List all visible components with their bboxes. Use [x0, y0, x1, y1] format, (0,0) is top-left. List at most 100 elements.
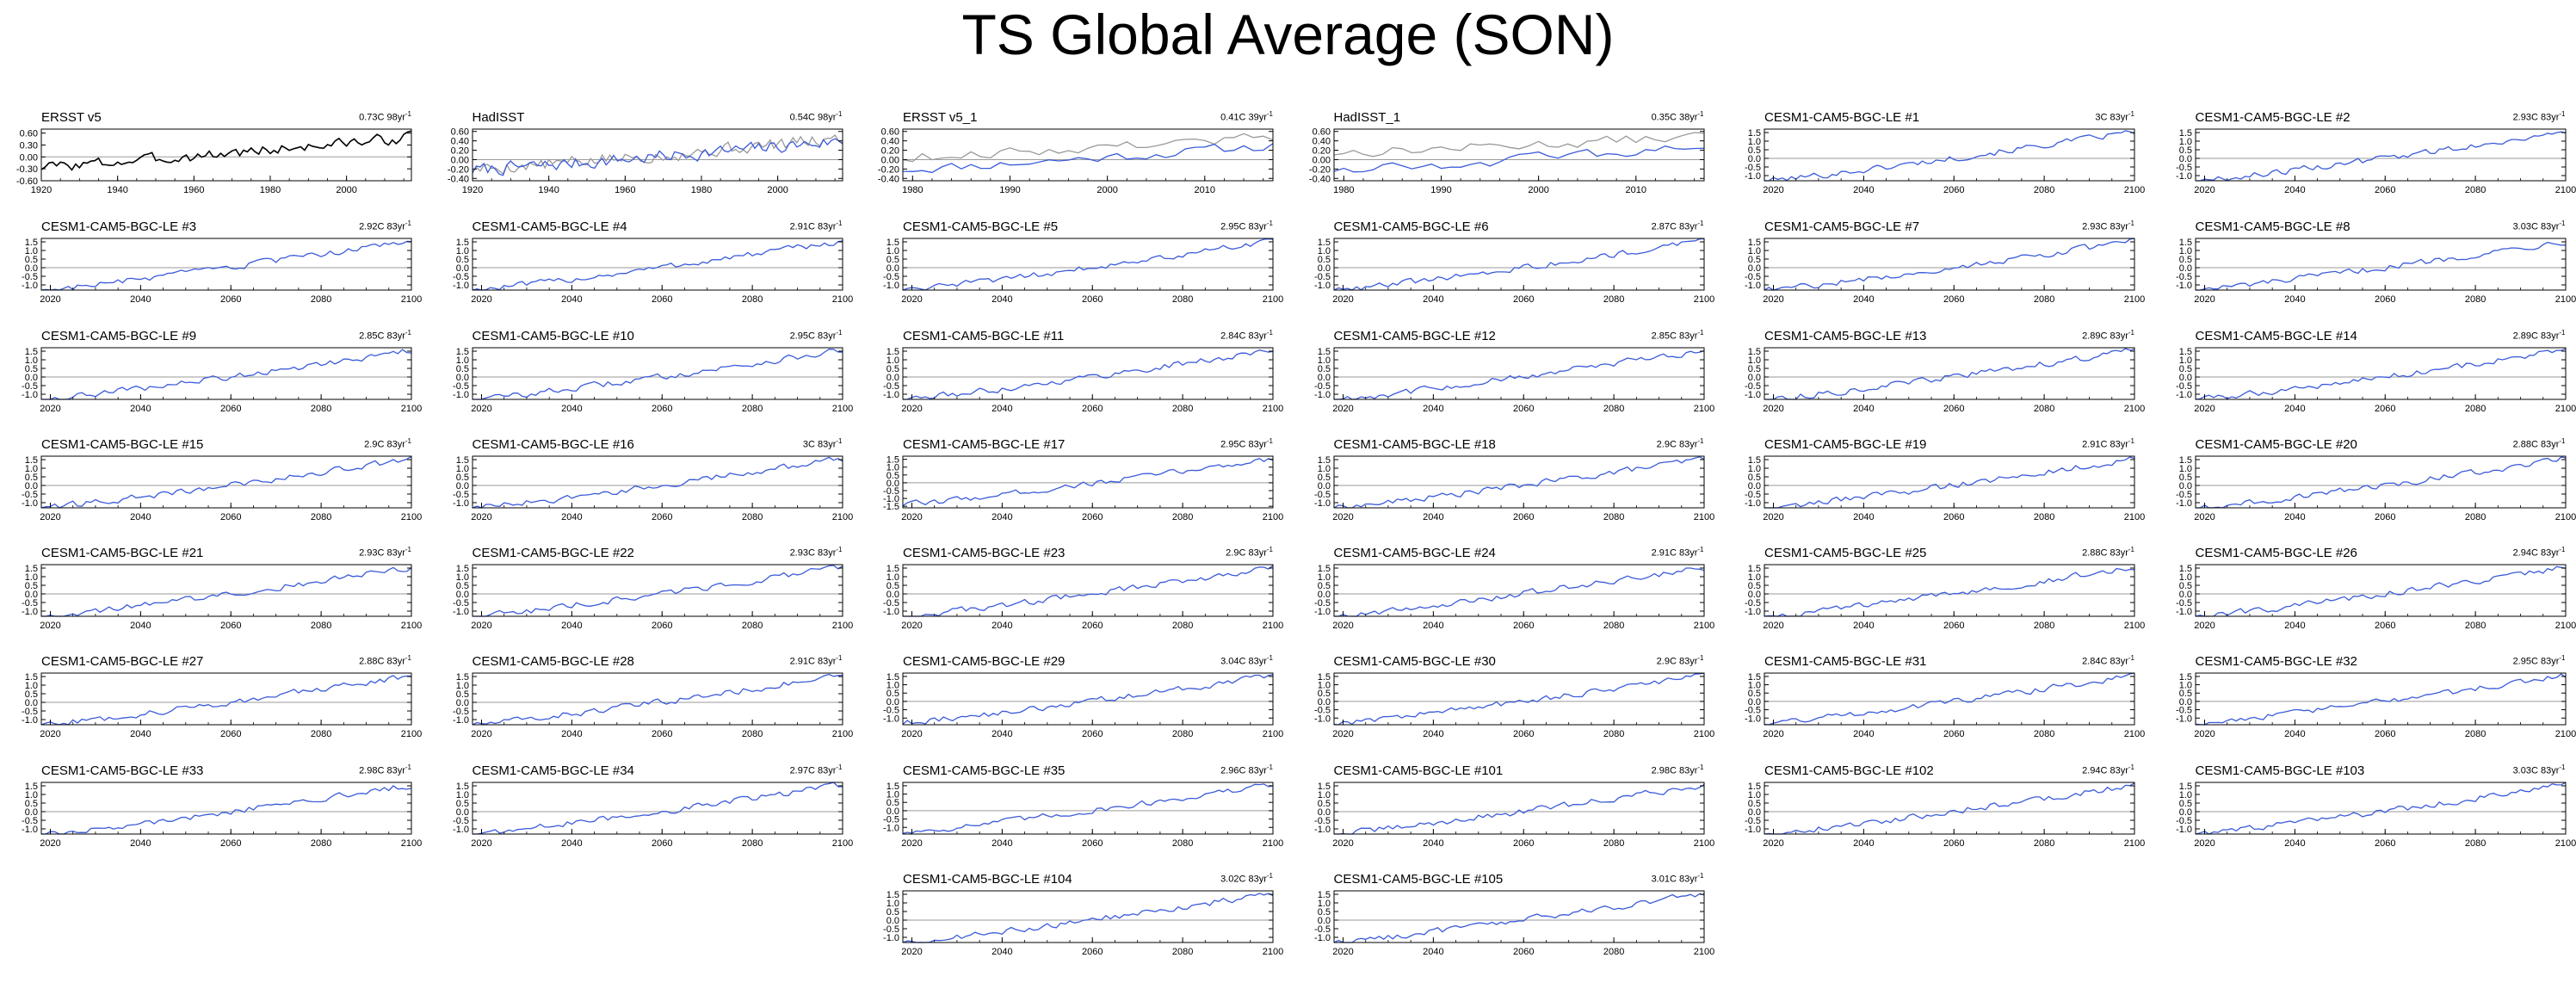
x-tick-label: 2040 [130, 838, 151, 849]
x-tick-label: 2040 [1853, 185, 1874, 195]
y-tick-label: 0.5 [1748, 364, 1761, 374]
y-tick-label: -0.5 [883, 815, 899, 825]
x-tick-label: 2080 [1603, 621, 1623, 631]
y-tick-label: -0.5 [2176, 706, 2192, 716]
y-tick-label: -1.0 [1314, 714, 1331, 724]
y-tick-label: 1.5 [1317, 564, 1330, 574]
trend-exponent: -1 [836, 219, 843, 227]
chart-panel: CESM1-CAM5-BGC-LE #33 2.98C 83yr-1 2020 204… [22, 763, 422, 856]
y-tick-label: -1.0 [2176, 390, 2192, 400]
trend-value: 3C 83yr [2095, 112, 2128, 123]
trend-value: 2.93C 83yr [359, 547, 405, 559]
y-tick-label: -0.5 [883, 924, 899, 935]
trend-value: 0.54C 98yr [789, 112, 837, 123]
y-tick-label: -0.5 [1314, 381, 1331, 392]
plot-frame [472, 238, 843, 291]
trend-exponent: -1 [1697, 654, 1704, 662]
series-line [1764, 130, 2135, 182]
trend-label: 3C 83yr-1 [2095, 108, 2134, 124]
trend-label: 3.03C 83yr-1 [2513, 762, 2566, 777]
x-tick-label: 2100 [401, 404, 422, 414]
trend-label: 2.9C 83yr-1 [364, 436, 411, 451]
chart-plot: 2020 2040 2060 2080 2100 1.51.00.50.0-0.5-1.0 [1745, 128, 2145, 195]
y-tick-label: 0.00 [20, 152, 38, 163]
plot-frame [902, 782, 1274, 835]
plot-frame [472, 347, 843, 400]
y-tick-label: -1.0 [883, 390, 899, 400]
y-tick-label: 1.0 [886, 246, 899, 256]
x-tick-label: 2060 [1943, 294, 1964, 305]
series-line [2195, 131, 2566, 182]
y-tick-label: 0.5 [455, 364, 468, 374]
x-tick-label: 2100 [1263, 512, 1283, 522]
y-tick-label: -0.40 [447, 174, 468, 184]
x-tick-label: 2020 [1763, 294, 1783, 305]
chart-title: CESM1-CAM5-BGC-LE #25 [1764, 546, 1927, 560]
y-tick-label: 1.0 [25, 790, 38, 800]
y-tick-label: -1.0 [1745, 714, 1761, 724]
chart-plot: 2020 2040 2060 2080 2100 1.51.00.50.0-0.5-1.0 [1314, 782, 1714, 849]
chart-title: CESM1-CAM5-BGC-LE #2 [2195, 110, 2351, 125]
trend-value: 2.95C 83yr [2512, 656, 2560, 667]
x-tick-label: 2080 [1603, 947, 1623, 957]
x-tick-label: 2020 [1763, 512, 1783, 522]
y-tick-label: 1.0 [1317, 464, 1330, 474]
y-tick-label: 0.0 [25, 481, 38, 491]
x-tick-label: 2080 [2464, 621, 2485, 631]
y-tick-label: 1.5 [1317, 455, 1330, 466]
chart-title: CESM1-CAM5-BGC-LE #1 [1764, 110, 1920, 125]
x-tick-label: 2060 [1513, 838, 1534, 849]
y-tick-label: -0.40 [878, 174, 899, 184]
x-tick-label: 2100 [1263, 294, 1283, 305]
trend-exponent: -1 [1266, 329, 1273, 337]
chart-plot: 2020 2040 2060 2080 2100 1.51.00.50.0-0.5-1.0 [2176, 782, 2576, 849]
series-line [1333, 893, 1704, 943]
chart-title: CESM1-CAM5-BGC-LE #29 [903, 654, 1066, 669]
y-tick-label: 0.5 [1317, 907, 1330, 918]
y-tick-label: 0.0 [1748, 590, 1761, 600]
x-tick-label: 2100 [2124, 729, 2145, 739]
trend-value: 0.35C 38yr [1651, 112, 1698, 123]
trend-label: 3.04C 83yr-1 [1220, 652, 1273, 668]
x-tick-label: 2020 [40, 838, 60, 849]
y-tick-label: 1.5 [1748, 347, 1761, 357]
series-line [40, 455, 412, 509]
y-tick-label: 0.5 [886, 255, 899, 265]
x-tick-label: 2020 [471, 621, 491, 631]
y-tick-label: 0.0 [886, 590, 899, 600]
chart-panel: CESM1-CAM5-BGC-LE #22 2.93C 83yr-1 2020 204… [453, 546, 853, 639]
trend-exponent: -1 [2559, 437, 2566, 445]
chart-title: CESM1-CAM5-BGC-LE #8 [2195, 219, 2351, 234]
chart-title: CESM1-CAM5-BGC-LE #21 [41, 546, 204, 560]
y-tick-label: 1.0 [455, 572, 468, 583]
y-tick-label: 0.0 [886, 916, 899, 926]
y-tick-label: 1.0 [2178, 464, 2191, 474]
x-tick-label: 2080 [1172, 512, 1193, 522]
chart-panel: CESM1-CAM5-BGC-LE #25 2.88C 83yr-1 2020 204… [1745, 546, 2145, 639]
x-tick-label: 2080 [311, 621, 331, 631]
chart-title: CESM1-CAM5-BGC-LE #102 [1764, 763, 1934, 778]
chart-title: CESM1-CAM5-BGC-LE #24 [1333, 546, 1496, 560]
x-tick-label: 2040 [1423, 512, 1443, 522]
plot-frame [2195, 455, 2566, 509]
chart-plot: 2020 2040 2060 2080 2100 1.51.00.50.0-0.5-1.0 [22, 672, 422, 739]
y-tick-label: 0.5 [455, 581, 468, 591]
x-tick-label: 2060 [220, 294, 241, 305]
x-tick-label: 2020 [2194, 294, 2215, 305]
trend-value: 2.98C 83yr [1651, 765, 1698, 776]
x-tick-label: 2080 [1172, 404, 1193, 414]
series-line [1764, 672, 2135, 726]
x-tick-label: 2040 [561, 729, 582, 739]
trend-exponent: -1 [2128, 110, 2134, 118]
trend-exponent: -1 [2559, 546, 2566, 553]
x-tick-label: 2020 [471, 294, 491, 305]
chart-title: CESM1-CAM5-BGC-LE #23 [903, 546, 1066, 560]
chart-title: CESM1-CAM5-BGC-LE #104 [903, 872, 1072, 887]
x-tick-label: 2100 [1263, 404, 1283, 414]
y-tick-label: 0.20 [881, 146, 899, 157]
series-line [1764, 567, 2135, 617]
chart-panel: CESM1-CAM5-BGC-LE #26 2.94C 83yr-1 2020 204… [2176, 546, 2576, 639]
plot-frame [1333, 782, 1704, 835]
series-line [902, 457, 1274, 507]
trend-label: 0.35C 38yr-1 [1652, 108, 1704, 124]
